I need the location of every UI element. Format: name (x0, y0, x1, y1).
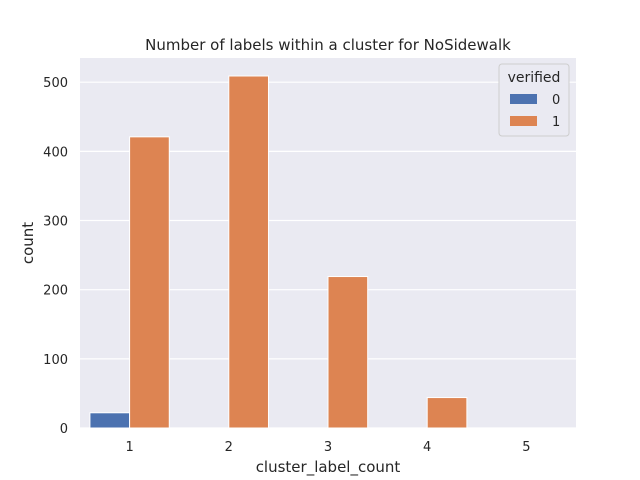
bar-series-1-cat-1 (129, 136, 170, 429)
x-tick-label: 1 (125, 440, 133, 455)
legend-label-series-1: 1 (552, 115, 560, 130)
y-tick-label: 200 (43, 284, 68, 299)
legend-swatch-series-0 (510, 94, 537, 104)
x-tick-labels: 1 2 3 4 5 (125, 440, 530, 455)
y-tick-label: 300 (43, 215, 68, 230)
y-tick-label: 500 (43, 76, 68, 91)
bar-series-1-cat-4 (426, 397, 468, 429)
y-tick-label: 0 (60, 422, 68, 437)
legend: verified 0 1 (498, 63, 570, 137)
x-tick-label: 2 (225, 440, 233, 455)
bars (89, 75, 468, 429)
y-tick-label: 100 (43, 353, 68, 368)
x-tick-label: 3 (324, 440, 332, 455)
x-axis-label: cluster_label_count (256, 458, 401, 477)
bar-series-1-cat-2 (228, 75, 269, 429)
bar-series-1-cat-3 (327, 276, 369, 429)
bar-series-0-cat-1 (89, 412, 131, 429)
legend-label-series-0: 0 (552, 93, 560, 108)
x-tick-label: 4 (423, 440, 431, 455)
legend-title: verified (508, 70, 561, 86)
legend-swatch-series-1 (510, 116, 537, 126)
y-tick-labels: 0 100 200 300 400 500 (43, 76, 68, 437)
x-tick-label: 5 (522, 440, 530, 455)
y-tick-label: 400 (43, 145, 68, 160)
y-axis-label: count (19, 222, 37, 264)
chart-title: Number of labels within a cluster for No… (145, 36, 511, 54)
